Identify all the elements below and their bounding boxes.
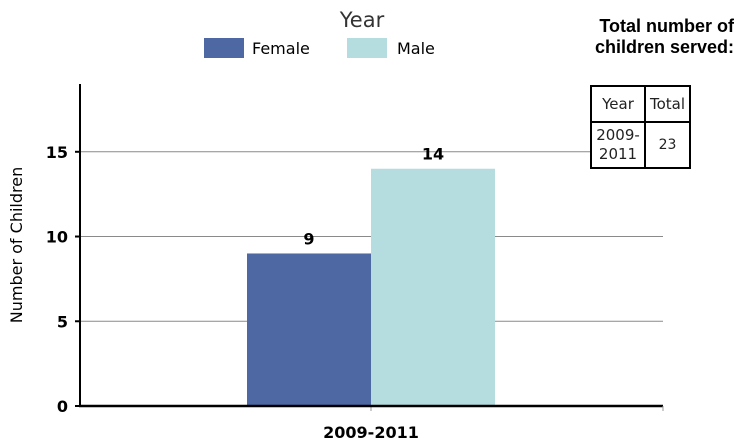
summary-year-line2: 2011	[598, 145, 638, 163]
data-label-male: 14	[422, 145, 444, 164]
summary-total-cell: 23	[643, 121, 692, 169]
summary-title-line2: children served:	[594, 37, 734, 57]
bars	[247, 168, 495, 406]
labels: 0 5 10 15 9 14 2009-2011	[46, 143, 444, 438]
y-tick-label: 15	[46, 143, 68, 162]
summary-header-total: Total	[643, 85, 692, 123]
y-tick-label: 5	[57, 312, 68, 331]
x-tick-label: 2009-2011	[323, 423, 419, 438]
legend-label-female: Female	[252, 39, 310, 58]
y-tick-label: 10	[46, 228, 68, 247]
summary-header-year: Year	[590, 85, 646, 123]
summary-title: Total number of children served:	[530, 16, 734, 58]
summary-row: 2009- 2011 23	[590, 121, 692, 169]
y-axis-label: Number of Children	[7, 167, 26, 323]
legend-swatch-male	[347, 38, 387, 58]
summary-header-row: Year Total	[590, 85, 692, 123]
bar-male	[371, 168, 495, 406]
summary-year-line1: 2009-	[596, 126, 640, 144]
summary-year-cell: 2009- 2011	[590, 121, 646, 169]
summary-title-line1: Total number of	[599, 16, 734, 36]
legend: Female Male	[204, 38, 435, 58]
y-tick-label: 0	[57, 397, 68, 416]
axes	[75, 84, 664, 411]
bar-female	[247, 253, 371, 406]
summary-table: Year Total 2009- 2011 23	[590, 85, 692, 169]
chart-title: Year	[339, 8, 385, 32]
legend-swatch-female	[204, 38, 244, 58]
data-label-female: 9	[303, 229, 314, 248]
legend-label-male: Male	[397, 39, 435, 58]
